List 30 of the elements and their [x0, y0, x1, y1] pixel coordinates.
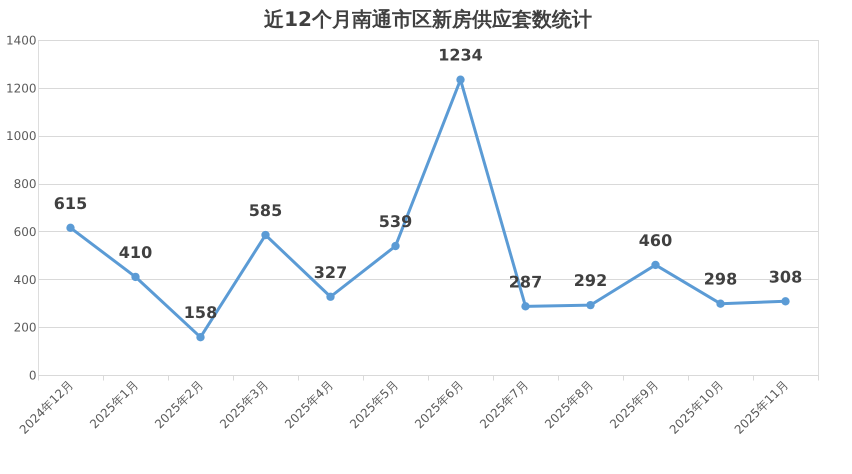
data-label: 292 — [574, 271, 608, 290]
data-label: 1234 — [438, 46, 483, 65]
data-label: 327 — [314, 262, 348, 282]
point — [586, 300, 595, 310]
data-label: 615 — [54, 194, 88, 213]
y-tick-label: 1200 — [6, 81, 36, 96]
point — [716, 300, 725, 308]
point — [261, 230, 270, 240]
y-tick-label: 800 — [14, 177, 36, 192]
y-tick-label: 1400 — [6, 34, 36, 48]
point — [131, 272, 140, 282]
y-tick-label: 400 — [14, 272, 36, 287]
point — [391, 242, 400, 250]
data-label: 410 — [118, 242, 152, 262]
data-label: 308 — [768, 267, 802, 286]
point — [456, 76, 465, 84]
y-tick-label: 200 — [14, 320, 36, 335]
point — [326, 292, 335, 301]
data-label: 298 — [704, 270, 738, 289]
point — [651, 260, 660, 270]
y-tick-label: 1000 — [6, 129, 36, 144]
point — [521, 302, 530, 310]
data-label: 460 — [638, 230, 672, 250]
chart-title: 近12个月南通市区新房供应套数统计 — [263, 7, 592, 31]
data-label: 585 — [248, 201, 282, 220]
y-tick-label: 600 — [14, 224, 36, 239]
y-tick-label: 0 — [28, 368, 36, 382]
point — [781, 297, 790, 306]
point — [66, 224, 75, 232]
point — [196, 333, 205, 342]
